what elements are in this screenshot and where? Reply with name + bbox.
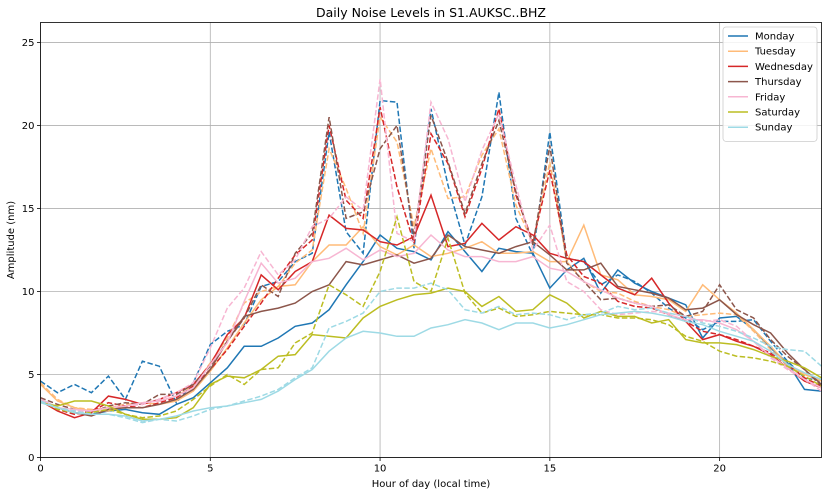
friday-dashed-line [40, 78, 822, 412]
y-tick-label: 5 [28, 370, 34, 381]
wednesday-solid-line [40, 193, 822, 419]
tuesday-dashed-line [39, 115, 822, 411]
y-axis-ticks: 0 5 10 15 20 25 [22, 38, 41, 464]
y-tick-label: 0 [28, 453, 34, 464]
chart-title: Daily Noise Levels in S1.AUKSC..BHZ [316, 5, 546, 20]
x-tick-label: 20 [713, 464, 726, 475]
plot-frame [40, 22, 822, 458]
y-axis-label: Amplitude (nm) [6, 201, 17, 279]
friday-solid-line [40, 233, 822, 412]
saturday-dashed-line [40, 214, 822, 419]
legend-label-sunday: Sunday [755, 123, 792, 134]
tuesday-solid-line [39, 223, 822, 412]
legend-label-thursday: Thursday [754, 77, 802, 88]
x-tick-label: 0 [37, 464, 43, 475]
legend-label-monday: Monday [755, 32, 795, 43]
legend-box [722, 26, 818, 142]
legend: Monday Tuesday Wednesday Thursday Friday Satu… [722, 26, 818, 142]
thursday-dashed-line [40, 115, 823, 414]
x-axis-label: Hour of day (local time) [372, 479, 491, 490]
saturday-solid-line [40, 287, 822, 421]
sunday-solid-line [40, 310, 822, 422]
thursday-solid-line [40, 233, 822, 417]
legend-label-wednesday: Wednesday [755, 62, 813, 73]
x-tick-label: 15 [543, 464, 556, 475]
x-tick-label: 10 [374, 464, 387, 475]
legend-label-saturday: Saturday [755, 108, 800, 119]
sunday-dashed-line [40, 282, 822, 424]
y-tick-label: 15 [22, 204, 35, 215]
legend-label-friday: Friday [755, 92, 785, 103]
legend-label-tuesday: Tuesday [754, 47, 796, 58]
grid-lines [40, 22, 822, 458]
series-layer [39, 78, 823, 424]
monday-dashed-line [40, 92, 822, 405]
y-tick-label: 10 [22, 287, 35, 298]
x-axis-ticks: 0 5 10 15 20 [37, 457, 726, 475]
wednesday-dashed-line [40, 107, 822, 416]
y-tick-label: 20 [22, 121, 35, 132]
x-tick-label: 5 [207, 464, 213, 475]
y-tick-label: 25 [22, 38, 35, 49]
